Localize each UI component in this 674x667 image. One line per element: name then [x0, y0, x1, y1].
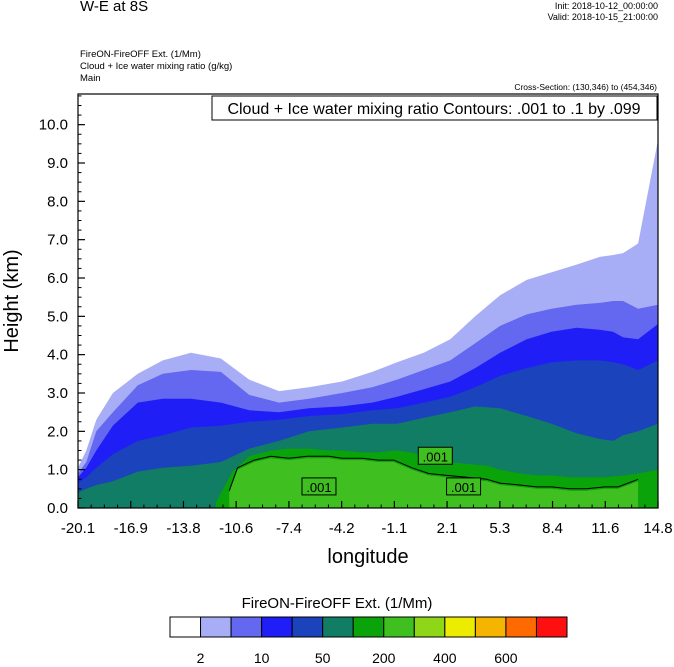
colorbar-box [505, 616, 537, 638]
colorbar-box [230, 616, 263, 638]
y-tick-label: 9.0 [47, 155, 68, 172]
x-tick-label: -10.6 [219, 520, 253, 537]
subtitle-field: FireON-FireOFF Ext. (1/Mm) [80, 49, 201, 60]
colorbar-box [474, 616, 507, 638]
colorbar-box [444, 616, 476, 638]
y-tick-label: 0.0 [47, 500, 68, 517]
cross-section-label: Cross-Section: (130,346) to (454,346) [514, 82, 657, 92]
colorbar-box [200, 616, 232, 638]
x-tick-label: 5.3 [489, 520, 510, 537]
chart-title: W-E at 8S [80, 0, 149, 15]
colorbar-tick-label: 200 [372, 650, 396, 666]
y-tick-label: 2.0 [47, 423, 68, 440]
x-tick-label: -16.9 [114, 520, 148, 537]
colorbar-tick-label: 10 [254, 650, 270, 666]
contour-label: .001 [306, 480, 331, 495]
colorbar-box [261, 616, 293, 638]
contour-info: Cloud + Ice water mixing ratio Contours:… [227, 101, 640, 118]
x-tick-label: 11.6 [591, 520, 619, 537]
x-tick-label: -20.1 [61, 520, 95, 537]
y-tick-label: 10.0 [39, 117, 68, 134]
y-tick-label: 5.0 [47, 308, 68, 325]
colorbar-box [322, 616, 354, 638]
contour-label: .001 [423, 449, 448, 464]
field-level-bright-green [229, 458, 639, 508]
y-tick-label: 1.0 [47, 462, 68, 479]
y-tick-label: 4.0 [47, 347, 68, 364]
colorbar-box [383, 616, 415, 638]
contour-info-box [211, 95, 658, 121]
y-axis-label: Height (km) [1, 249, 23, 352]
plot-area: .001 .001 .001 [78, 94, 658, 508]
colorbar-box [413, 616, 446, 638]
x-tick-label: 2.1 [437, 520, 458, 537]
y-tick-label: 7.0 [47, 232, 68, 249]
contour-label-box [301, 477, 337, 496]
colorbar-box [291, 616, 324, 638]
subtitle-contour-field: Cloud + Ice water mixing ratio (g/kg) [80, 61, 233, 72]
colorbar-box [352, 616, 385, 638]
colorbar-tick-label: 50 [315, 650, 331, 666]
colorbar: 2 10 50 200 400 600 [169, 616, 568, 666]
x-tick-label: 14.8 [643, 520, 672, 537]
y-tick-label: 3.0 [47, 385, 68, 402]
colorbar-tick-label: 2 [197, 650, 205, 666]
colorbar-box [169, 616, 202, 638]
subtitle-domain: Main [80, 73, 101, 84]
contour-label: .001 [451, 480, 476, 495]
y-tick-label: 6.0 [47, 270, 68, 287]
y-tick-label: 8.0 [47, 193, 68, 210]
valid-time: Valid: 2018-10-15_21:00:00 [547, 12, 658, 22]
contour-label-box [417, 446, 453, 465]
x-axis-label: longitude [327, 546, 408, 568]
filled-contours [78, 94, 658, 508]
contour-line [228, 455, 639, 491]
contour-label-box [446, 477, 482, 496]
colorbar-tick-label: 400 [433, 650, 457, 666]
x-tick-label: 8.4 [542, 520, 563, 537]
axes: Cloud + Ice water mixing ratio Contours:… [1, 93, 673, 568]
x-tick-label: -7.4 [276, 520, 302, 537]
x-tick-label: -1.1 [381, 520, 407, 537]
x-tick-label: -13.8 [166, 520, 200, 537]
x-tick-label: -4.2 [329, 520, 355, 537]
colorbar-title: FireON-FireOFF Ext. (1/Mm) [241, 595, 433, 612]
init-time: Init: 2018-10-12_00:00:00 [554, 1, 658, 11]
colorbar-tick-label: 600 [494, 650, 518, 666]
colorbar-box [535, 616, 568, 638]
